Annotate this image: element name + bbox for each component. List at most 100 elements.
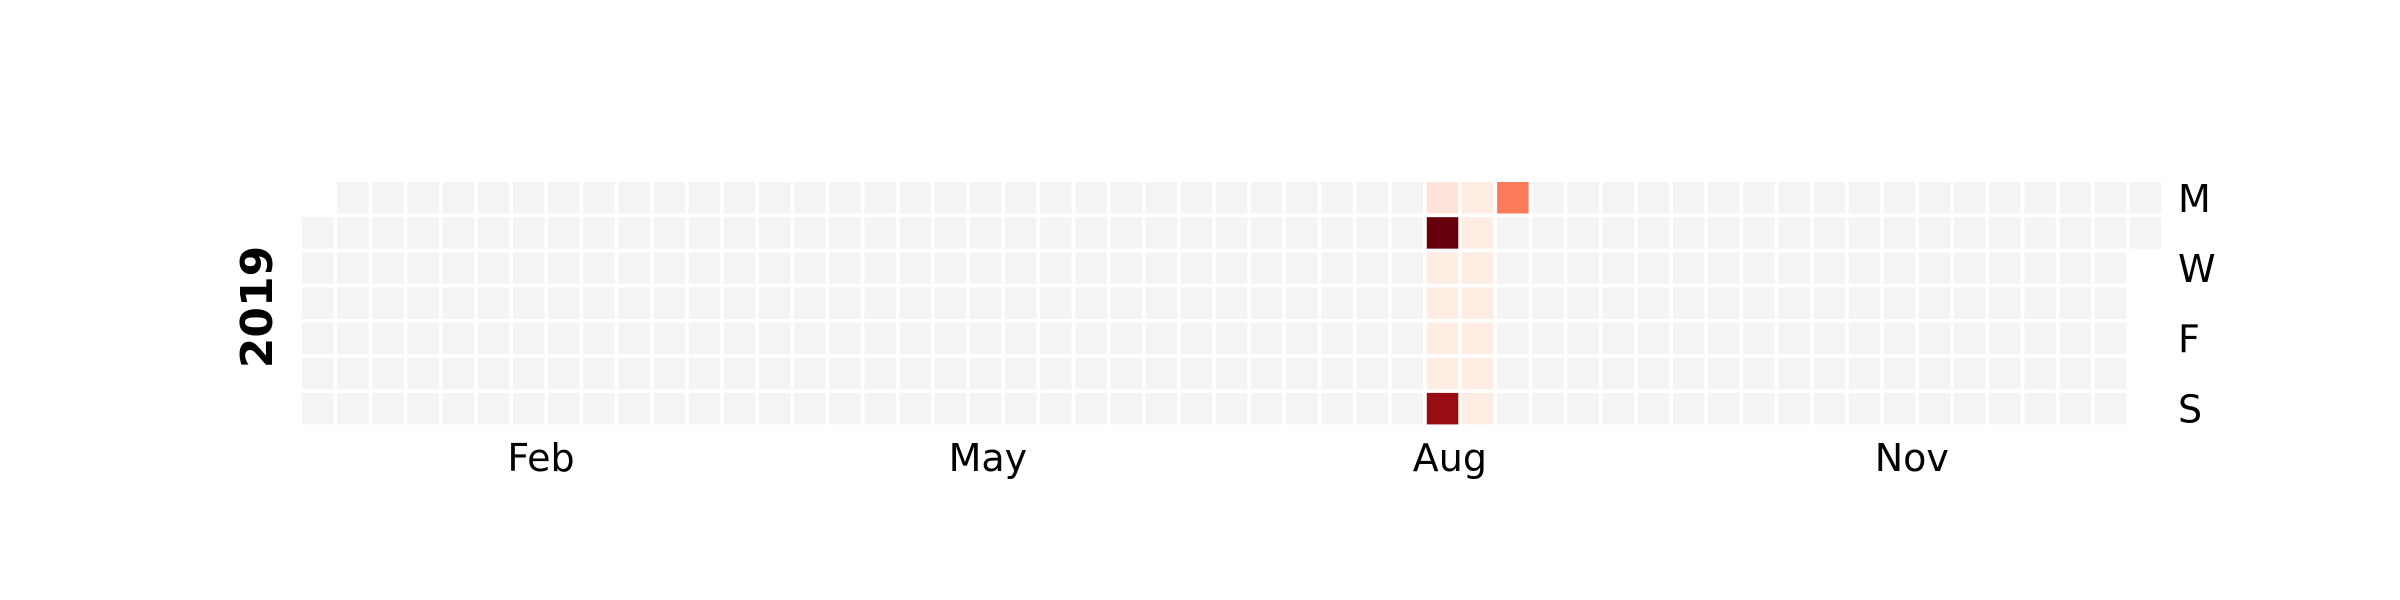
day-cell [512, 252, 545, 284]
day-cell [1954, 357, 1986, 390]
day-cell [2024, 182, 2056, 214]
day-cell [548, 182, 580, 214]
day-cell [758, 322, 791, 355]
day-cell [1356, 182, 1388, 214]
day-cell [1954, 392, 1986, 425]
day-cell [899, 357, 932, 390]
day-cell [1637, 217, 1670, 249]
day-cell [1286, 182, 1318, 214]
day-cell [442, 182, 475, 214]
day-cell [1708, 322, 1740, 355]
day-cell [477, 252, 510, 284]
day-cell [1251, 357, 1283, 390]
day-cell [899, 287, 932, 319]
day-cell [688, 252, 721, 284]
day-cell [934, 252, 967, 284]
day-cell [864, 287, 896, 319]
day-cell [512, 287, 545, 319]
day-cell [1075, 322, 1107, 355]
day-cell [969, 217, 1002, 249]
day-cell [1286, 322, 1318, 355]
weekday-tick-label: S [2178, 388, 2202, 432]
day-cell [1075, 217, 1107, 249]
day-cell [1391, 322, 1424, 355]
day-cell [337, 357, 369, 390]
day-cell [1040, 182, 1072, 214]
day-cell [1778, 392, 1810, 425]
day-cell [1602, 392, 1635, 425]
day-cell [583, 357, 615, 390]
day-cell [653, 287, 685, 319]
day-cell [442, 287, 475, 319]
day-cell [794, 252, 826, 284]
day-cell [1251, 217, 1283, 249]
day-cell [1743, 392, 1775, 425]
day-cell [548, 357, 580, 390]
day-cell [372, 392, 404, 425]
day-cell [1356, 252, 1388, 284]
day-cell [1708, 182, 1740, 214]
day-cell [407, 392, 439, 425]
year-label: 2019 [232, 246, 283, 368]
day-cell [1180, 217, 1213, 249]
day-cell [829, 392, 861, 425]
day-cell [302, 357, 334, 390]
day-cell [1286, 287, 1318, 319]
day-cell [2059, 217, 2091, 249]
day-cell [1040, 287, 1072, 319]
day-cell [1110, 392, 1142, 425]
day-cell [1215, 322, 1248, 355]
day-cell [1883, 252, 1916, 284]
day-cell [829, 287, 861, 319]
day-cell [302, 287, 334, 319]
day-cell [1602, 357, 1635, 390]
day-cell [1672, 182, 1705, 214]
day-cell [2024, 392, 2056, 425]
day-cell [618, 392, 650, 425]
day-cell [1637, 287, 1670, 319]
day-cell [2059, 322, 2091, 355]
day-cell [1567, 357, 1599, 390]
day-cell [899, 392, 932, 425]
day-cell [1813, 392, 1845, 425]
day-cell [1391, 287, 1424, 319]
day-cell [1778, 287, 1810, 319]
day-cell [1497, 357, 1529, 390]
day-cell [758, 182, 791, 214]
day-cell [653, 392, 685, 425]
day-cell [1954, 322, 1986, 355]
day-cell [583, 287, 615, 319]
day-cell [512, 392, 545, 425]
day-cell [1848, 392, 1881, 425]
day-cell [407, 217, 439, 249]
day-cell [1708, 392, 1740, 425]
day-cell [829, 182, 861, 214]
day-cell [1743, 322, 1775, 355]
day-cell [512, 357, 545, 390]
day-cell [372, 322, 404, 355]
day-cell [688, 322, 721, 355]
day-cell [1391, 252, 1424, 284]
day-cell [1391, 357, 1424, 390]
day-cell [1532, 252, 1564, 284]
day-cell [1672, 217, 1705, 249]
day-cell [723, 182, 756, 214]
day-cell [1356, 287, 1388, 319]
day-cell [1145, 322, 1178, 355]
day-cell [899, 252, 932, 284]
day-cell [1040, 252, 1072, 284]
day-cell [758, 357, 791, 390]
day-cell [1005, 392, 1037, 425]
day-cell [1145, 217, 1178, 249]
day-cell [1180, 252, 1213, 284]
day-cell [1848, 217, 1881, 249]
day-cell [2094, 217, 2127, 249]
day-cell [1040, 322, 1072, 355]
day-cell [688, 357, 721, 390]
day-cell [1708, 357, 1740, 390]
day-cell [688, 182, 721, 214]
day-cell [1251, 322, 1283, 355]
day-cell [1110, 182, 1142, 214]
day-cell [1286, 357, 1318, 390]
day-cell [442, 357, 475, 390]
